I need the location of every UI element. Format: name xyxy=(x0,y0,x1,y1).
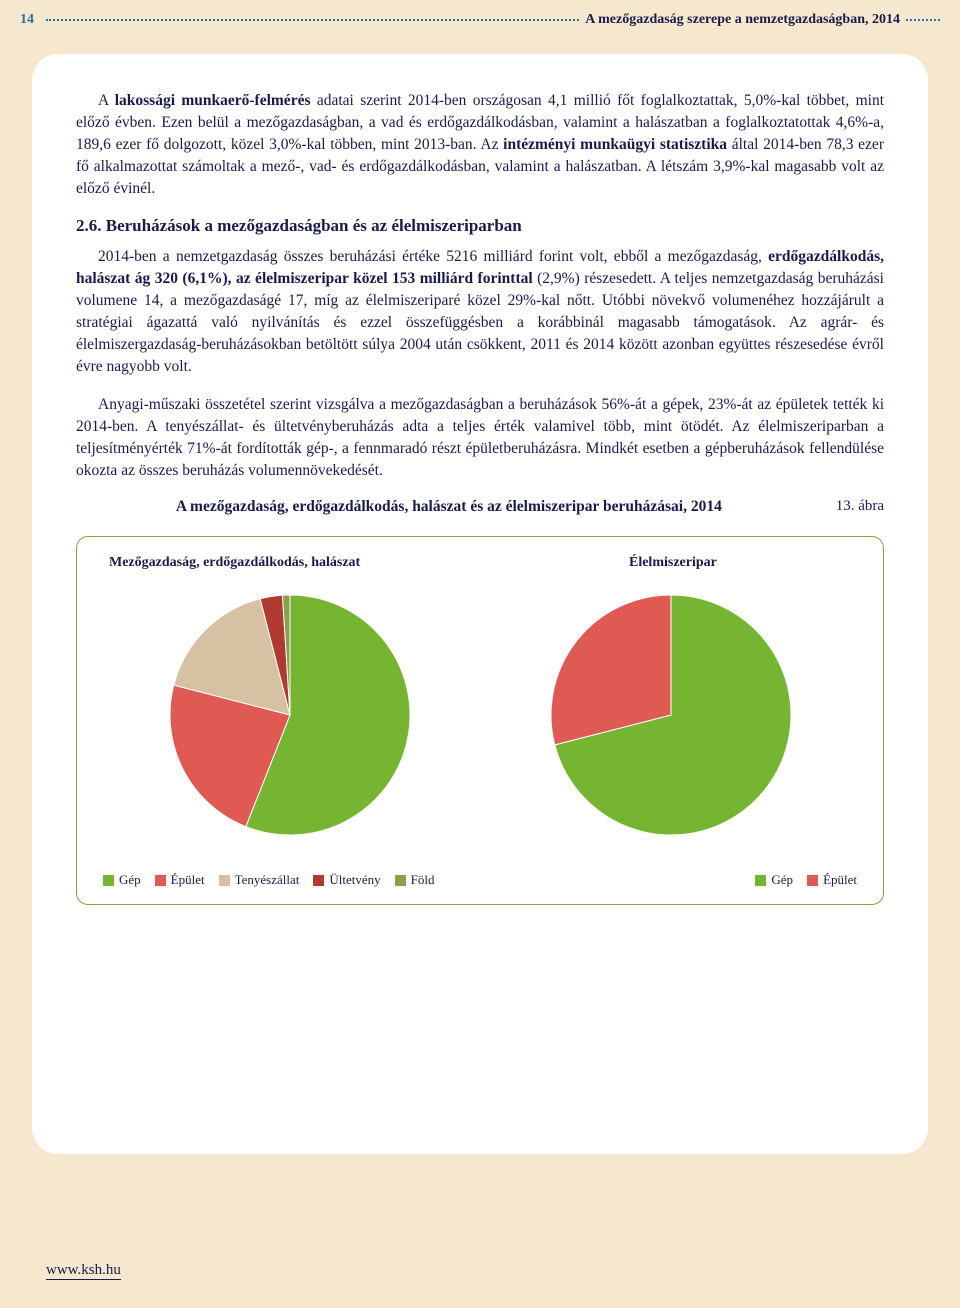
legend-label: Föld xyxy=(411,872,435,888)
left-pie xyxy=(160,585,420,850)
page-number: 14 xyxy=(20,12,34,28)
page-header: 14 A mezőgazdaság szerepe a nemzetgazdas… xyxy=(0,0,960,36)
page-card: A lakossági munkaerő-felmérés adatai sze… xyxy=(32,54,928,1154)
legend-swatch xyxy=(395,875,406,886)
paragraph-1: A lakossági munkaerő-felmérés adatai sze… xyxy=(76,90,884,200)
legend-swatch xyxy=(313,875,324,886)
legend-swatch xyxy=(103,875,114,886)
right-pie-title: Élelmiszeripar xyxy=(495,555,851,571)
right-pie-svg xyxy=(541,585,801,845)
p1-bold1: lakossági munkaerő-felmérés xyxy=(115,92,311,109)
footer-link[interactable]: www.ksh.hu xyxy=(46,1262,121,1280)
p1-pre: A xyxy=(98,92,115,109)
legend-swatch xyxy=(807,875,818,886)
p1-bold2: intézményi munkaügyi statisztika xyxy=(503,136,727,153)
figure-caption-row: A mezőgazdaság, erdőgazdálkodás, halásza… xyxy=(76,498,884,516)
left-pie-title: Mezőgazdaság, erdőgazdálkodás, halászat xyxy=(109,555,465,571)
figure-number: 13. ábra xyxy=(836,498,884,515)
legend-right: Gép Épület xyxy=(755,872,857,888)
legend-label: Ültetvény xyxy=(329,872,380,888)
left-pie-svg xyxy=(160,585,420,845)
legend-item: Tenyészállat xyxy=(219,872,300,888)
legend-item: Gép xyxy=(755,872,793,888)
chart-titles: Mezőgazdaság, erdőgazdálkodás, halászat … xyxy=(99,555,861,571)
header-title: A mezőgazdaság szerepe a nemzetgazdaságb… xyxy=(585,12,900,28)
paragraph-3: Anyagi-műszaki összetétel szerint vizsgá… xyxy=(76,394,884,482)
chart-container: Mezőgazdaság, erdőgazdálkodás, halászat … xyxy=(76,536,884,905)
legend-item: Ültetvény xyxy=(313,872,380,888)
legend-item: Gép xyxy=(103,872,141,888)
paragraph-2: 2014-ben a nemzetgazdaság összes beruház… xyxy=(76,246,884,378)
legend-label: Épület xyxy=(823,872,857,888)
legend-swatch xyxy=(219,875,230,886)
legend-left: Gép Épület Tenyészállat Ültetvény Föld xyxy=(103,872,435,888)
pies-row xyxy=(99,585,861,850)
legend-item: Épület xyxy=(155,872,205,888)
legend-swatch xyxy=(155,875,166,886)
legend-label: Épület xyxy=(171,872,205,888)
header-dots-right xyxy=(906,19,940,21)
legend-label: Tenyészállat xyxy=(235,872,300,888)
figure-caption: A mezőgazdaság, erdőgazdálkodás, halásza… xyxy=(76,498,822,516)
legend-item: Föld xyxy=(395,872,435,888)
legend-item: Épület xyxy=(807,872,857,888)
legend-swatch xyxy=(755,875,766,886)
right-pie xyxy=(541,585,801,850)
legend-row: Gép Épület Tenyészállat Ültetvény Föld Gép Ép… xyxy=(99,872,861,888)
header-dots-left xyxy=(46,19,579,21)
legend-label: Gép xyxy=(119,872,141,888)
legend-label: Gép xyxy=(771,872,793,888)
p2-pre: 2014-ben a nemzetgazdaság összes beruház… xyxy=(98,248,768,265)
section-heading: 2.6. Beruházások a mezőgazdaságban és az… xyxy=(76,216,884,236)
